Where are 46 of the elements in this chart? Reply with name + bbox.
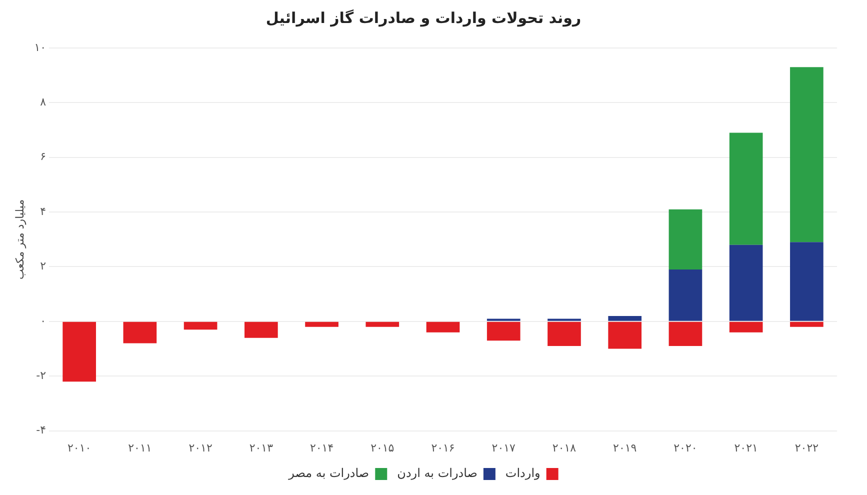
x-tick-label: ۲۰۱۱: [128, 441, 152, 454]
bar: [790, 67, 824, 242]
x-tick-label: ۲۰۱۵: [370, 441, 394, 454]
bar: [790, 242, 824, 321]
bar: [548, 322, 581, 346]
x-tick-label: ۲۰۱۰: [68, 441, 92, 454]
x-tick-label: ۲۰۲۱: [734, 441, 758, 454]
x-tick-label: ۲۰۱۹: [613, 441, 637, 454]
x-tick-label: ۲۰۱۷: [492, 441, 516, 454]
bar: [668, 322, 702, 346]
bar: [668, 269, 702, 321]
x-tick-label: ۲۰۱۶: [431, 441, 455, 454]
y-tick-label: ۲: [40, 260, 46, 273]
y-tick-label: -۴: [36, 424, 46, 437]
chart-title: روند تحولات واردات و صادرات گاز اسرائیل: [266, 8, 582, 27]
x-tick-label: ۲۰۲۰: [674, 441, 698, 454]
legend-label: صادرات به اردن: [397, 466, 478, 480]
bar: [426, 322, 460, 332]
y-tick-label: ۶: [40, 150, 46, 164]
bar: [608, 322, 642, 349]
bar: [608, 316, 642, 321]
y-tick-label: ۸: [40, 96, 46, 109]
bar: [184, 322, 218, 330]
bar: [486, 322, 520, 341]
y-axis-title: میلیارد متر مکعب: [13, 199, 26, 280]
legend-label: واردات: [505, 466, 540, 480]
x-tick-label: ۲۰۱۴: [310, 441, 334, 454]
bar: [668, 209, 702, 270]
y-tick-label: ۱۰: [34, 40, 46, 54]
x-tick-label: ۲۰۱۳: [249, 441, 274, 454]
bar: [244, 322, 278, 338]
y-tick-label: ۴: [40, 204, 46, 218]
bar: [729, 132, 763, 245]
x-tick-label: ۲۰۱۸: [552, 441, 576, 454]
bar: [123, 322, 157, 344]
bar: [62, 322, 96, 382]
y-tick-label: ۰: [40, 314, 46, 328]
x-tick-label: ۲۰۲۲: [794, 441, 819, 454]
bar: [729, 322, 763, 332]
y-tick-label: -۲: [36, 368, 46, 382]
bar: [366, 322, 400, 327]
legend-label: صادرات به مصر: [288, 466, 370, 480]
x-tick-label: ۲۰۱۲: [188, 441, 212, 454]
bar: [729, 244, 763, 321]
bar: [790, 322, 824, 327]
bar: [305, 322, 338, 327]
